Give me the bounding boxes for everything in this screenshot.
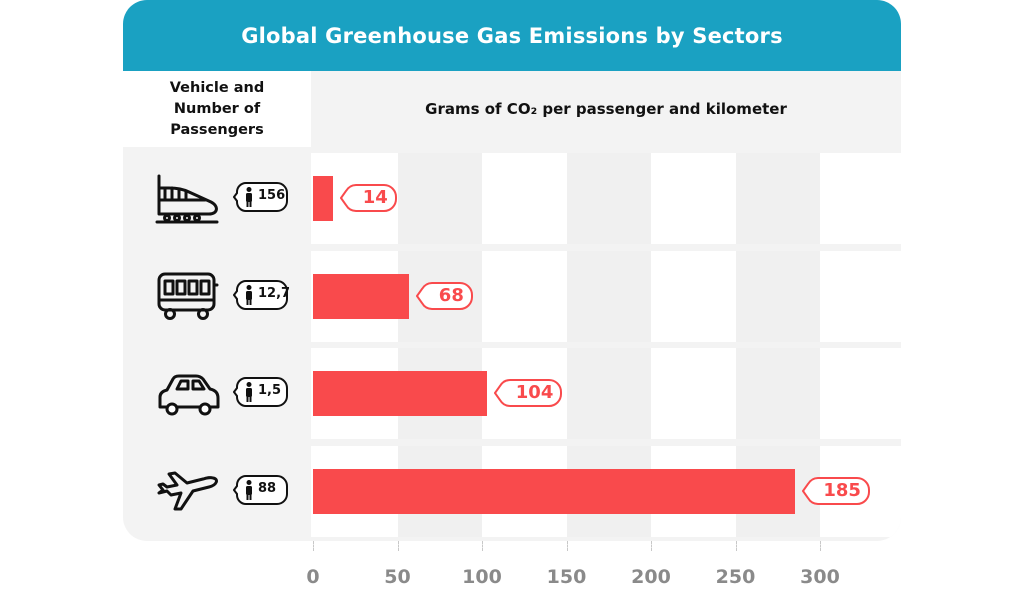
bar-car	[313, 371, 488, 416]
person-icon	[246, 187, 252, 207]
tick-mark	[397, 541, 399, 551]
grid-band	[735, 348, 820, 439]
value-bubble-icon	[416, 282, 474, 310]
passenger-badge: 1,5	[233, 376, 289, 408]
chart-card: Global Greenhouse Gas Emissions by Secto…	[123, 0, 901, 541]
chart-title: Global Greenhouse Gas Emissions by Secto…	[241, 23, 783, 48]
speech-bubble-icon	[233, 182, 288, 212]
tick-mark	[820, 541, 821, 551]
row-label-cell: 1,5	[123, 348, 311, 439]
person-icon	[246, 285, 252, 305]
value-bubble-icon	[801, 477, 870, 505]
tick-mark	[735, 541, 737, 551]
tick-mark	[651, 541, 652, 551]
passenger-count: 1,5	[258, 383, 282, 398]
category-header: Vehicle and Number of Passengers	[123, 71, 311, 147]
category-header-text: Vehicle and Number of Passengers	[169, 79, 265, 138]
passenger-count: 12,7	[258, 286, 291, 301]
tick-label: 0	[306, 566, 320, 588]
tick-label: 50	[384, 566, 411, 588]
tick-label: 100	[462, 566, 502, 588]
tick-label: 250	[715, 566, 756, 588]
value-text: 68	[438, 285, 464, 306]
bar-bus	[313, 274, 410, 319]
passenger-badge: 88	[233, 474, 289, 506]
passenger-count: 88	[258, 481, 277, 496]
tick-label: 300	[800, 566, 840, 588]
row-label-cell: 156	[123, 153, 311, 244]
value-bubble-icon	[340, 184, 398, 212]
speech-bubble-icon	[233, 475, 288, 505]
value-label: 104	[494, 378, 563, 408]
grid-band	[735, 153, 820, 244]
value-text: 14	[362, 187, 388, 208]
train-icon	[155, 174, 219, 224]
grid-band	[735, 251, 820, 342]
grid-band	[397, 153, 482, 244]
passenger-count: 156	[258, 188, 286, 203]
passenger-badge: 156	[233, 181, 289, 213]
bar-plane	[313, 469, 795, 514]
value-label: 185	[801, 476, 871, 506]
tick-mark	[566, 541, 568, 551]
value-label: 68	[416, 281, 474, 311]
tick-mark	[313, 541, 314, 551]
value-header: Grams of CO₂ per passenger and kilometer	[311, 71, 901, 147]
bus-icon	[157, 272, 219, 320]
plane-icon	[157, 471, 218, 511]
row-label-cell: 12,7	[123, 251, 311, 342]
tick-label: 150	[546, 566, 587, 588]
person-icon	[246, 382, 252, 402]
title-bar: Global Greenhouse Gas Emissions by Secto…	[123, 0, 901, 71]
grid-band	[566, 348, 651, 439]
tick-mark	[482, 541, 483, 551]
value-text: 185	[823, 480, 861, 501]
speech-bubble-icon	[233, 377, 288, 407]
value-bubble-icon	[494, 379, 563, 407]
value-header-text: Grams of CO₂ per passenger and kilometer	[425, 100, 787, 118]
tick-label: 200	[631, 566, 671, 588]
grid-band	[566, 153, 651, 244]
value-text: 104	[515, 382, 554, 403]
value-label: 14	[340, 183, 398, 213]
passenger-badge: 12,7	[233, 279, 291, 311]
bar-train	[313, 176, 334, 221]
car-icon	[158, 374, 220, 416]
person-icon	[246, 480, 252, 500]
grid-band	[566, 251, 651, 342]
row-label-cell: 88	[123, 446, 311, 537]
speech-bubble-icon	[233, 280, 288, 310]
